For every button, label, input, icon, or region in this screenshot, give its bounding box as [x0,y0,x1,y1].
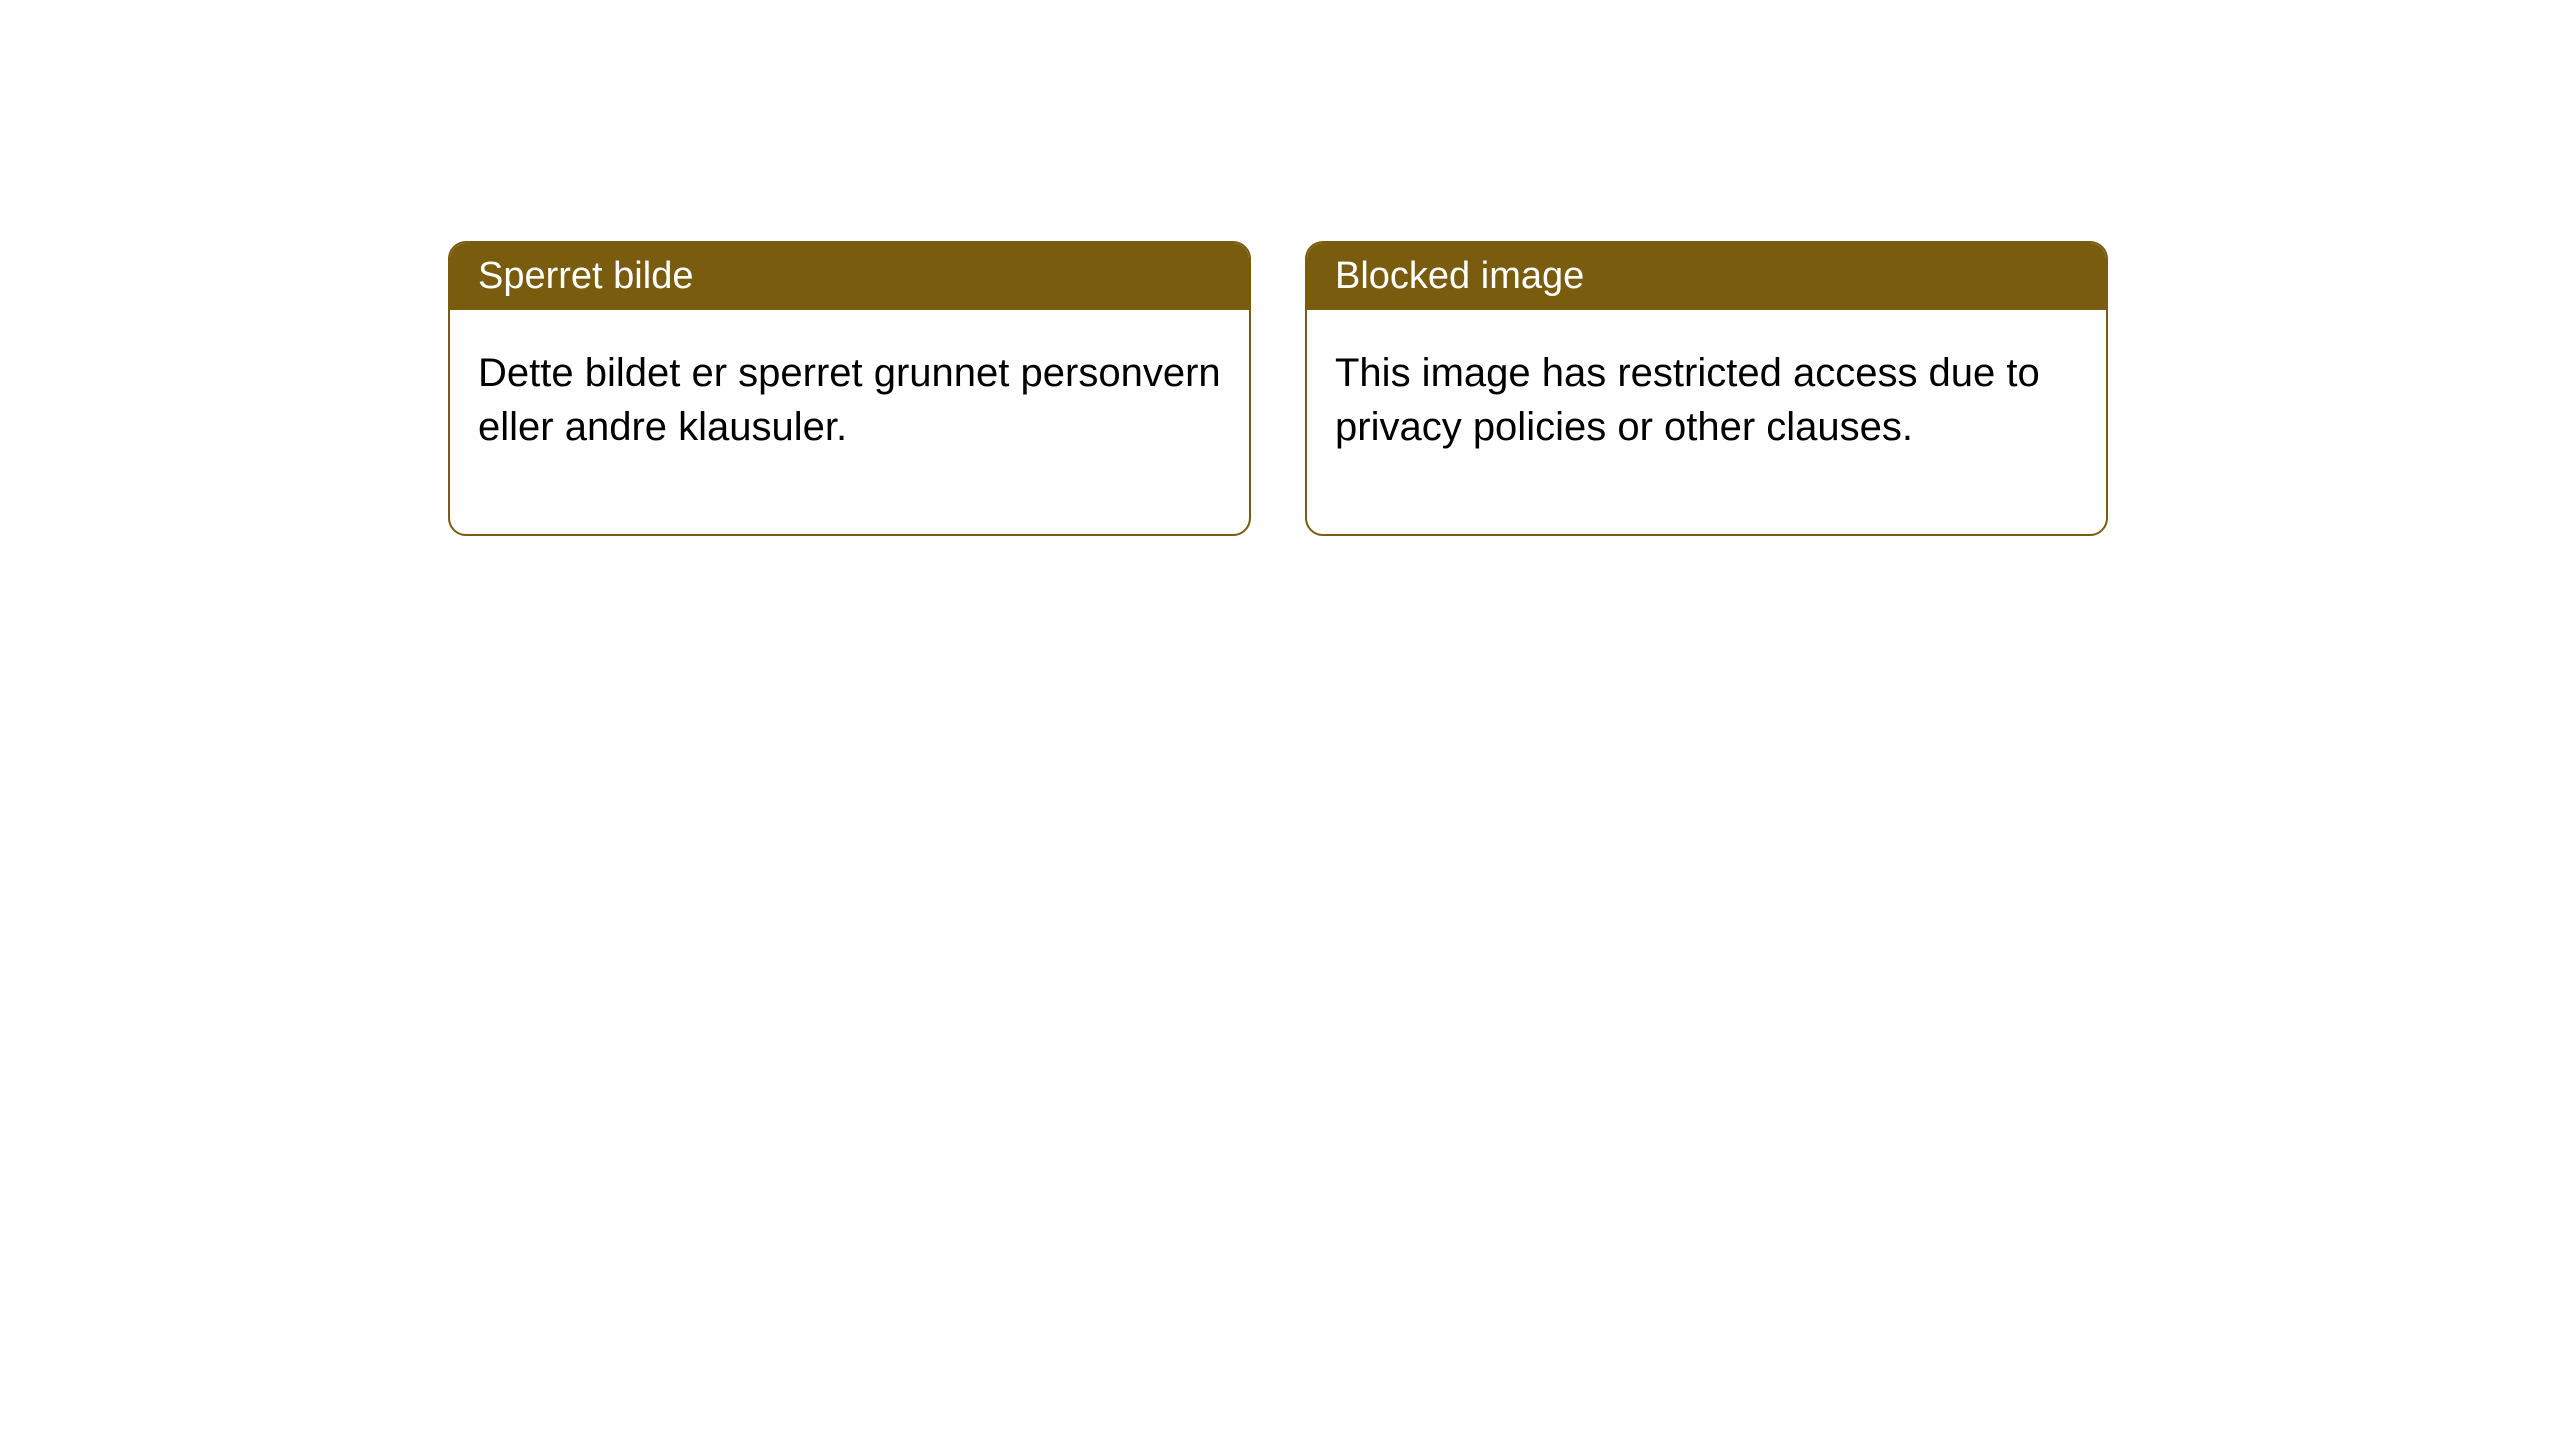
notice-header: Blocked image [1307,243,2106,310]
notice-box-norwegian: Sperret bilde Dette bildet er sperret gr… [448,241,1251,536]
notices-container: Sperret bilde Dette bildet er sperret gr… [0,0,2560,536]
notice-box-english: Blocked image This image has restricted … [1305,241,2108,536]
notice-body: Dette bildet er sperret grunnet personve… [450,310,1249,534]
notice-header: Sperret bilde [450,243,1249,310]
notice-body: This image has restricted access due to … [1307,310,2106,534]
